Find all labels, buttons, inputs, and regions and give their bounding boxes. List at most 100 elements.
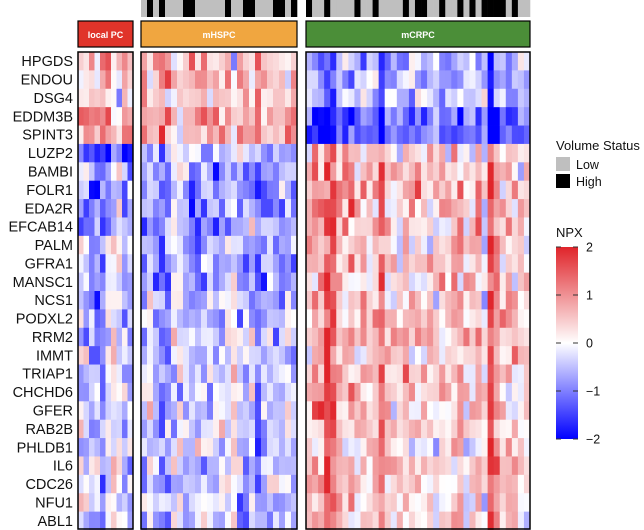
heatmap-cell <box>348 474 355 494</box>
heatmap-cell <box>267 474 274 494</box>
heatmap-cell <box>433 382 440 402</box>
heatmap-cell <box>378 309 386 329</box>
heatmap-cell <box>312 180 319 200</box>
heatmap-cell <box>318 272 325 292</box>
heatmap-cell <box>225 493 232 513</box>
heatmap-cell <box>231 346 238 365</box>
heatmap-cell <box>402 217 410 237</box>
heatmap-cell <box>433 364 440 384</box>
heatmap-cell <box>487 180 495 200</box>
heatmap-cell <box>408 88 416 108</box>
heatmap-cell <box>285 254 292 274</box>
heatmap-cell <box>231 143 238 163</box>
heatmap-cell <box>189 382 196 402</box>
heatmap-cell <box>78 52 84 71</box>
heatmap-cell <box>273 511 280 530</box>
heatmap-cell <box>330 217 337 237</box>
gene-label: CDC26 <box>25 477 73 493</box>
heatmap-cell <box>427 291 434 310</box>
heatmap-cell <box>336 382 343 402</box>
heatmap-cell <box>243 382 250 402</box>
heatmap-cell <box>324 125 331 145</box>
heatmap-cell <box>171 309 178 329</box>
volume-status-cell <box>324 0 331 17</box>
heatmap-cell <box>237 199 244 218</box>
heatmap-cell <box>94 327 101 347</box>
heatmap-cell <box>100 107 106 126</box>
heatmap-cell <box>153 180 160 200</box>
heatmap-cell <box>517 493 525 513</box>
heatmap-cell <box>427 107 434 126</box>
heatmap-cell <box>306 419 313 439</box>
heatmap-cell <box>433 401 440 421</box>
heatmap-cell <box>384 493 392 513</box>
heatmap-cell <box>451 401 458 421</box>
heatmap-cell <box>111 364 117 384</box>
heatmap-cell <box>354 456 361 476</box>
heatmap-cell <box>207 217 214 237</box>
heatmap-cell <box>116 235 123 255</box>
heatmap-cell <box>360 291 367 310</box>
heatmap-cell <box>105 125 112 145</box>
heatmap-cell <box>481 364 489 384</box>
heatmap-cell <box>183 88 190 108</box>
heatmap-cell <box>481 125 489 145</box>
heatmap-cell <box>183 52 190 71</box>
heatmap-cell <box>83 474 90 494</box>
heatmap-cell <box>165 107 172 126</box>
heatmap-cell <box>360 456 367 476</box>
heatmap-cell <box>378 199 386 218</box>
heatmap-cell <box>469 199 476 218</box>
heatmap-cell <box>427 217 434 237</box>
heatmap-cell <box>523 419 531 439</box>
heatmap-cell <box>499 419 507 439</box>
heatmap-cell <box>267 493 274 513</box>
heatmap-cell <box>78 143 84 163</box>
heatmap-cell <box>342 364 349 384</box>
heatmap-cell <box>469 364 476 384</box>
heatmap-cell <box>463 456 470 476</box>
heatmap-cell <box>324 382 331 402</box>
heatmap-cell <box>231 180 238 200</box>
heatmap-cell <box>78 364 84 384</box>
heatmap-cell <box>127 199 134 218</box>
heatmap-cell <box>408 52 416 71</box>
heatmap-cell <box>279 327 286 347</box>
heatmap-cell <box>273 235 280 255</box>
heatmap-cell <box>225 419 232 439</box>
heatmap-cell <box>165 364 172 384</box>
heatmap-cell <box>89 309 95 329</box>
heatmap-cell <box>475 254 482 274</box>
volume-status-cell <box>384 0 392 17</box>
heatmap-cell <box>285 327 292 347</box>
heatmap-cell <box>273 493 280 513</box>
heatmap-cell <box>105 364 112 384</box>
heatmap-cell <box>237 438 244 457</box>
heatmap-cell <box>127 493 134 513</box>
heatmap-cell <box>457 52 464 71</box>
heatmap-cell <box>127 254 134 274</box>
heatmap-cell <box>342 52 349 71</box>
heatmap-cell <box>201 143 208 163</box>
heatmap-cell <box>273 364 280 384</box>
heatmap-cell <box>213 327 220 347</box>
heatmap-cell <box>147 419 154 439</box>
heatmap-cell <box>201 107 208 126</box>
heatmap-cell <box>89 438 95 457</box>
heatmap-cell <box>505 419 513 439</box>
heatmap-cell <box>414 125 422 145</box>
heatmap-cell <box>451 309 458 329</box>
heatmap-cell <box>481 217 489 237</box>
heatmap-cell <box>439 199 446 218</box>
heatmap-cell <box>336 438 343 457</box>
heatmap-cell <box>195 143 202 163</box>
heatmap-cell <box>427 143 434 163</box>
heatmap-cell <box>517 291 525 310</box>
heatmap-cell <box>372 125 380 145</box>
heatmap-cell <box>390 401 398 421</box>
heatmap-cell <box>336 235 343 255</box>
heatmap-cell <box>481 143 489 163</box>
heatmap-cell <box>255 272 262 292</box>
heatmap-cell <box>348 180 355 200</box>
